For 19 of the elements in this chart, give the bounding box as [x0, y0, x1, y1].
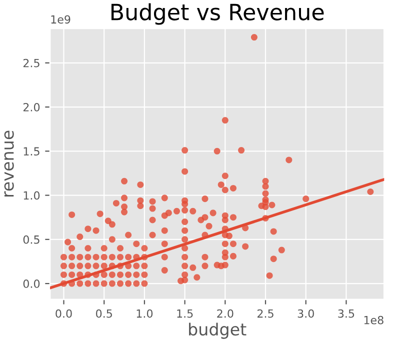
x-tick-label: 0.0	[56, 309, 72, 318]
x-tick-label: 1.5	[177, 310, 193, 318]
x-tick-label: 2.5	[257, 309, 274, 318]
x-tick-label: 3.5	[338, 309, 354, 318]
text: 1e9	[51, 15, 70, 24]
x-tick-label: 1.0	[136, 309, 153, 318]
x-tick-label: 3.0	[298, 309, 314, 318]
y-tick-label: 2.5	[23, 58, 40, 68]
y-tick-label: 2.0	[23, 103, 40, 112]
x-tick-label: 2.0	[217, 309, 234, 318]
y-tick-label: 1.0	[24, 191, 40, 200]
y-tick-label: 0.5	[23, 235, 40, 244]
x-tick-label: 0.5	[96, 309, 112, 318]
text: 1e8	[364, 316, 384, 324]
y-tick-label: 1.5	[24, 147, 40, 156]
y-axis-title: revenue	[4, 130, 14, 197]
x-axis-title: budget	[189, 322, 246, 339]
y-tick-label: 0.0	[23, 280, 40, 288]
chart-title: Budget vs Revenue	[111, 3, 324, 25]
